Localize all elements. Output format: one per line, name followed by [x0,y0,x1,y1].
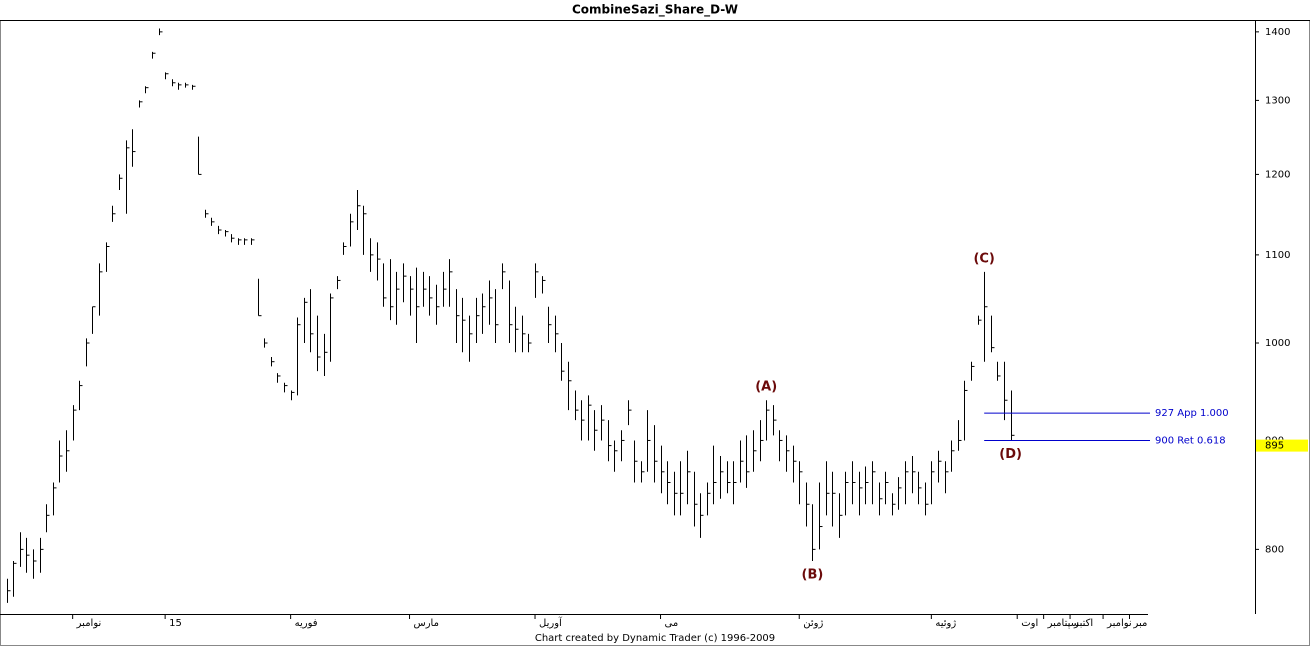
wave-label: (C) [973,251,994,266]
x-tick-label: 15 [169,618,182,629]
x-tick-label: اکتبر [1073,618,1093,629]
level-label: 927 App 1.000 [1155,408,1229,419]
y-tick-label: 1000 [1265,338,1290,349]
last-price-box [1256,439,1308,452]
x-tick-label: آوریل [539,616,563,629]
x-tick-label: فوریه [295,618,318,629]
wave-label: (D) [999,447,1022,462]
x-labels: نوامبر 15 فوریه مارس آوریل می ژوئن ژوئیه اوت سپتا… [76,616,1164,629]
wave-label: (B) [802,568,824,583]
frame [0,20,1310,646]
x-tick-label: سپتامبر [1047,618,1079,629]
y-tick-label: 1200 [1265,169,1290,180]
wave-label: (A) [755,380,777,395]
last-price-label: 895 [1265,441,1284,452]
x-tick-label: ژوئن [803,618,823,629]
chart-title: CombineSazi_Share_D-W [572,3,738,18]
x-tick-label: مارس [414,618,439,629]
x-tick-label: نوامبر [1106,618,1132,629]
x-tick-label: دسامبر [1133,618,1164,629]
level-label: 900 Ret 0.618 [1155,435,1226,446]
footer: Chart created by Dynamic Trader (c) 1996… [535,633,775,644]
x-tick-label: اوت [1021,618,1038,629]
y-tick-label: 800 [1265,544,1284,555]
y-tick-label: 1300 [1265,95,1290,106]
x-tick-label: ژوئیه [935,618,956,629]
y-tick-label: 1100 [1265,250,1290,261]
x-tick-label: می [665,618,679,629]
x-tick-label: نوامبر [76,618,102,629]
y-tick-label: 1400 [1265,27,1290,38]
